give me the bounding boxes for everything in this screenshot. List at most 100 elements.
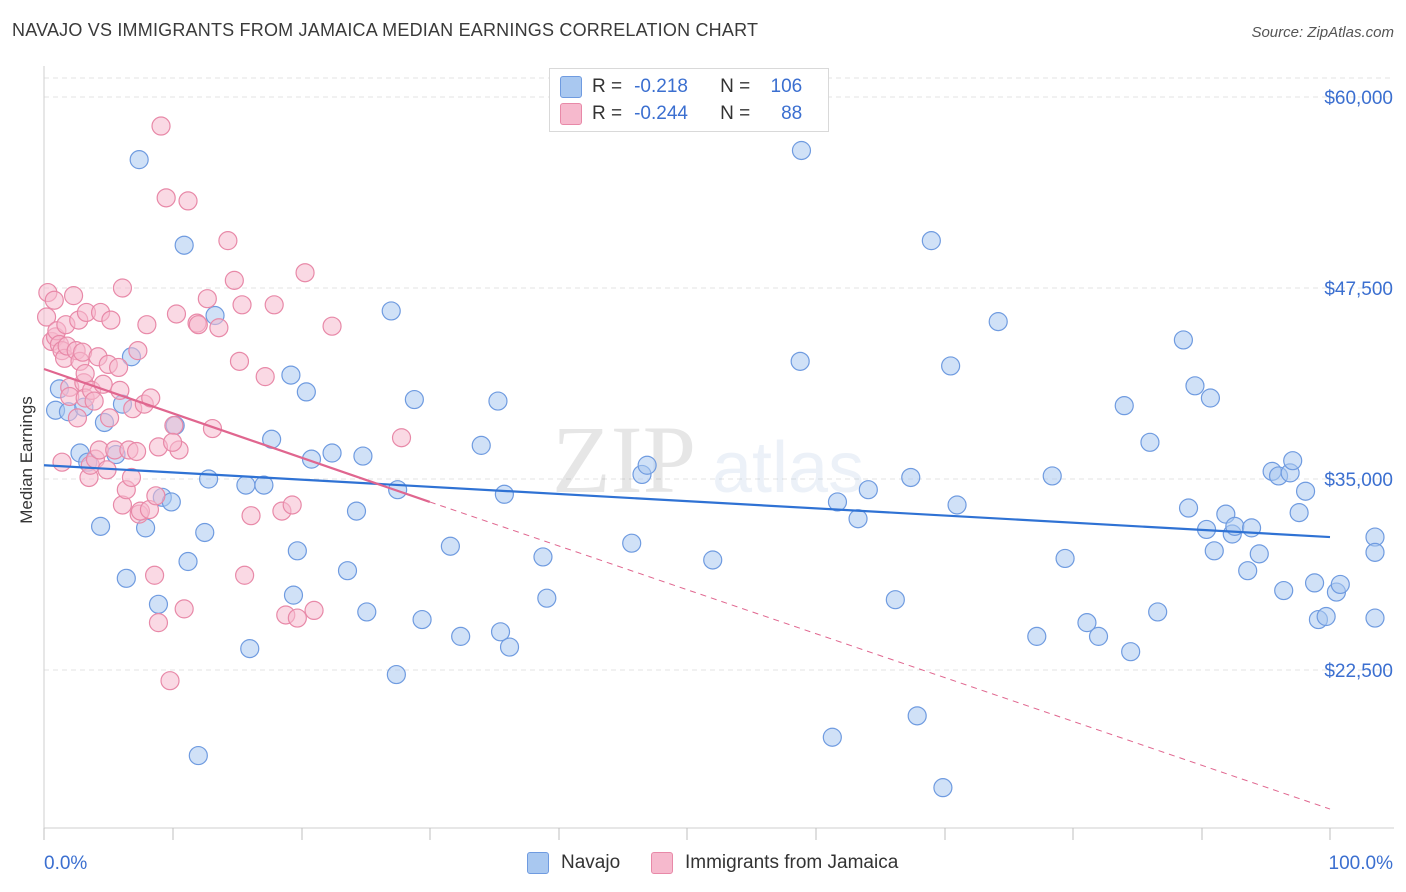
data-point	[901, 467, 921, 488]
data-point	[287, 608, 307, 628]
data-point	[160, 671, 180, 691]
data-point	[451, 626, 471, 646]
data-point	[537, 588, 557, 608]
data-point	[199, 469, 219, 489]
data-point	[164, 415, 184, 436]
data-point	[163, 432, 183, 452]
legend-item-navajo[interactable]: Navajo	[527, 852, 620, 874]
data-point	[499, 637, 520, 657]
data-point	[1295, 481, 1316, 501]
data-point	[108, 357, 129, 378]
data-point	[235, 565, 255, 585]
data-point	[174, 235, 194, 255]
series-jamaica	[36, 116, 412, 691]
data-point	[353, 446, 373, 466]
data-point	[386, 664, 406, 685]
data-point	[281, 365, 301, 385]
data-point	[1114, 396, 1134, 416]
data-point	[99, 408, 120, 428]
y-tick-label: $22,500	[1324, 661, 1393, 682]
n-value: 88	[781, 103, 803, 124]
data-point	[822, 727, 842, 747]
data-point	[1077, 613, 1097, 633]
data-point	[90, 516, 111, 536]
data-point	[224, 270, 244, 290]
data-point	[1289, 503, 1309, 523]
data-point	[156, 188, 176, 208]
data-point	[52, 452, 72, 472]
data-point	[116, 568, 136, 588]
data-point	[283, 585, 304, 605]
n-label: N =	[720, 76, 751, 97]
data-point	[1088, 626, 1109, 646]
data-point	[240, 639, 260, 659]
data-point	[1121, 642, 1141, 662]
data-point	[1055, 548, 1075, 569]
n-value: 106	[770, 76, 803, 97]
trend-line-jamaica-extension	[429, 501, 1331, 810]
data-point	[1200, 388, 1221, 408]
data-point	[144, 565, 165, 585]
data-point	[488, 391, 508, 411]
data-point	[1316, 606, 1336, 627]
data-point	[178, 191, 198, 211]
legend-item-jamaica[interactable]: Immigrants from Jamaica	[651, 852, 898, 874]
data-point	[101, 310, 121, 330]
data-point	[1173, 330, 1193, 350]
data-point	[1274, 580, 1294, 601]
data-point	[1365, 608, 1385, 628]
data-point	[490, 622, 511, 642]
data-point	[494, 484, 514, 504]
data-point	[381, 301, 401, 321]
data-point	[1042, 466, 1062, 486]
stats-row-jamaica: R = -0.244 N = 88	[560, 101, 802, 127]
data-point	[236, 475, 256, 495]
x-tick-labels: 0.0% 100.0%	[44, 853, 1393, 874]
data-point	[254, 475, 274, 495]
trend-lines	[43, 367, 1331, 810]
data-point	[533, 547, 553, 567]
stats-legend-box: R = -0.218 N = 106 R = -0.244 N = 88	[549, 68, 829, 132]
data-point	[907, 706, 927, 726]
data-point	[63, 286, 84, 306]
data-point	[295, 263, 315, 283]
source-label: Source: ZipAtlas.com	[1251, 24, 1394, 41]
chart-title: NAVAJO VS IMMIGRANTS FROM JAMAICA MEDIAN…	[12, 20, 759, 40]
data-point	[947, 495, 967, 515]
data-point	[129, 150, 149, 170]
data-point	[404, 389, 424, 410]
data-point	[296, 382, 316, 402]
data-point	[1283, 451, 1303, 471]
y-tick-label: $47,500	[1324, 279, 1393, 300]
y-axis-title: Median Earnings	[17, 396, 36, 524]
data-point	[137, 315, 157, 335]
stats-row-navajo: R = -0.218 N = 106	[560, 74, 802, 100]
data-point	[1178, 498, 1199, 518]
data-point	[1140, 432, 1160, 452]
y-tick-label: $60,000	[1324, 88, 1393, 109]
data-point	[195, 522, 215, 543]
data-point	[304, 600, 324, 621]
jamaica-swatch	[560, 103, 582, 125]
data-point	[1304, 573, 1325, 593]
data-point	[255, 367, 275, 387]
data-point	[188, 315, 208, 335]
r-value: -0.244	[634, 103, 688, 124]
data-point	[637, 455, 657, 475]
data-point	[1185, 376, 1205, 396]
data-point	[287, 541, 307, 561]
data-point	[988, 312, 1008, 332]
axes	[43, 66, 1394, 840]
data-point	[232, 295, 252, 315]
data-point	[622, 533, 642, 553]
data-point	[241, 506, 261, 526]
r-label: R =	[592, 76, 623, 97]
data-point	[790, 351, 810, 371]
legend-swatch-navajo	[527, 852, 549, 874]
data-point	[322, 316, 342, 336]
data-point	[1365, 542, 1385, 562]
data-point	[209, 318, 229, 338]
y-tick-labels: $22,500 $35,000 $47,500 $60,000	[1324, 88, 1393, 682]
data-point	[703, 550, 723, 570]
